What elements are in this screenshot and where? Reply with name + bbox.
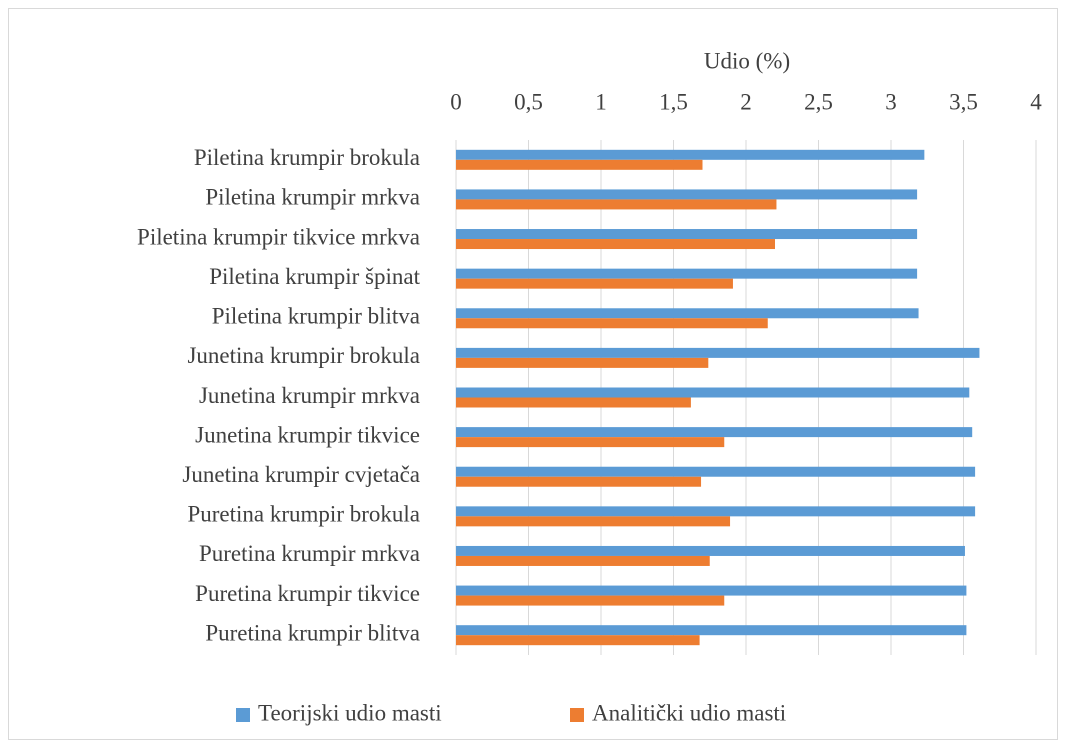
x-tick-label: 2,5 [804,89,833,114]
x-tick-label: 4 [1030,89,1042,114]
axis-title: Udio (%) [704,48,790,73]
bar [456,506,976,517]
x-tick-label: 1,5 [659,89,688,114]
legend-label: Teorijski udio masti [258,700,442,725]
bar [456,635,700,646]
bar [456,278,733,289]
x-tick-label: 2 [740,89,752,114]
legend-label: Analitički udio masti [592,700,786,725]
bar [456,625,967,636]
y-tick-label: Junetina krumpir tikvice [195,422,420,447]
bar [456,239,775,250]
x-tick-label: 3,5 [949,89,978,114]
bar [456,545,965,556]
bar [456,387,970,398]
x-tick-label: 0 [450,89,462,114]
bar [456,585,967,596]
bar [456,268,918,279]
bar [456,318,768,329]
bar [456,159,703,170]
bar [456,229,918,240]
x-tick-label: 0,5 [514,89,543,114]
y-tick-label: Piletina krumpir blitva [212,304,420,329]
y-tick-label: Puretina krumpir tikvice [195,581,420,606]
y-tick-label: Junetina krumpir brokula [187,343,420,368]
bar [456,149,925,160]
bar [456,516,731,527]
y-tick-label: Piletina krumpir tikvice mrkva [137,224,420,249]
y-tick-label: Piletina krumpir špinat [209,264,420,289]
x-tick-label: 1 [595,89,607,114]
bar [456,199,777,210]
x-tick-label: 3 [885,89,897,114]
y-tick-label: Junetina krumpir cvjetača [182,462,420,487]
bar [456,427,973,438]
y-tick-label: Piletina krumpir mrkva [205,185,420,210]
bar [456,437,725,448]
bar [456,357,709,368]
y-tick-label: Junetina krumpir mrkva [199,383,420,408]
bar [456,397,691,408]
bar [456,476,702,487]
legend-swatch [236,708,250,722]
bar [456,189,918,200]
bar [456,466,976,477]
bar [456,595,725,606]
y-tick-label: Piletina krumpir brokula [194,145,420,170]
y-tick-label: Puretina krumpir mrkva [199,541,420,566]
bar [456,555,710,566]
chart-border [8,8,1058,740]
bar [456,347,980,358]
bar [456,308,919,319]
y-tick-label: Puretina krumpir brokula [187,502,420,527]
legend-swatch [570,708,584,722]
y-tick-label: Puretina krumpir blitva [205,620,420,645]
